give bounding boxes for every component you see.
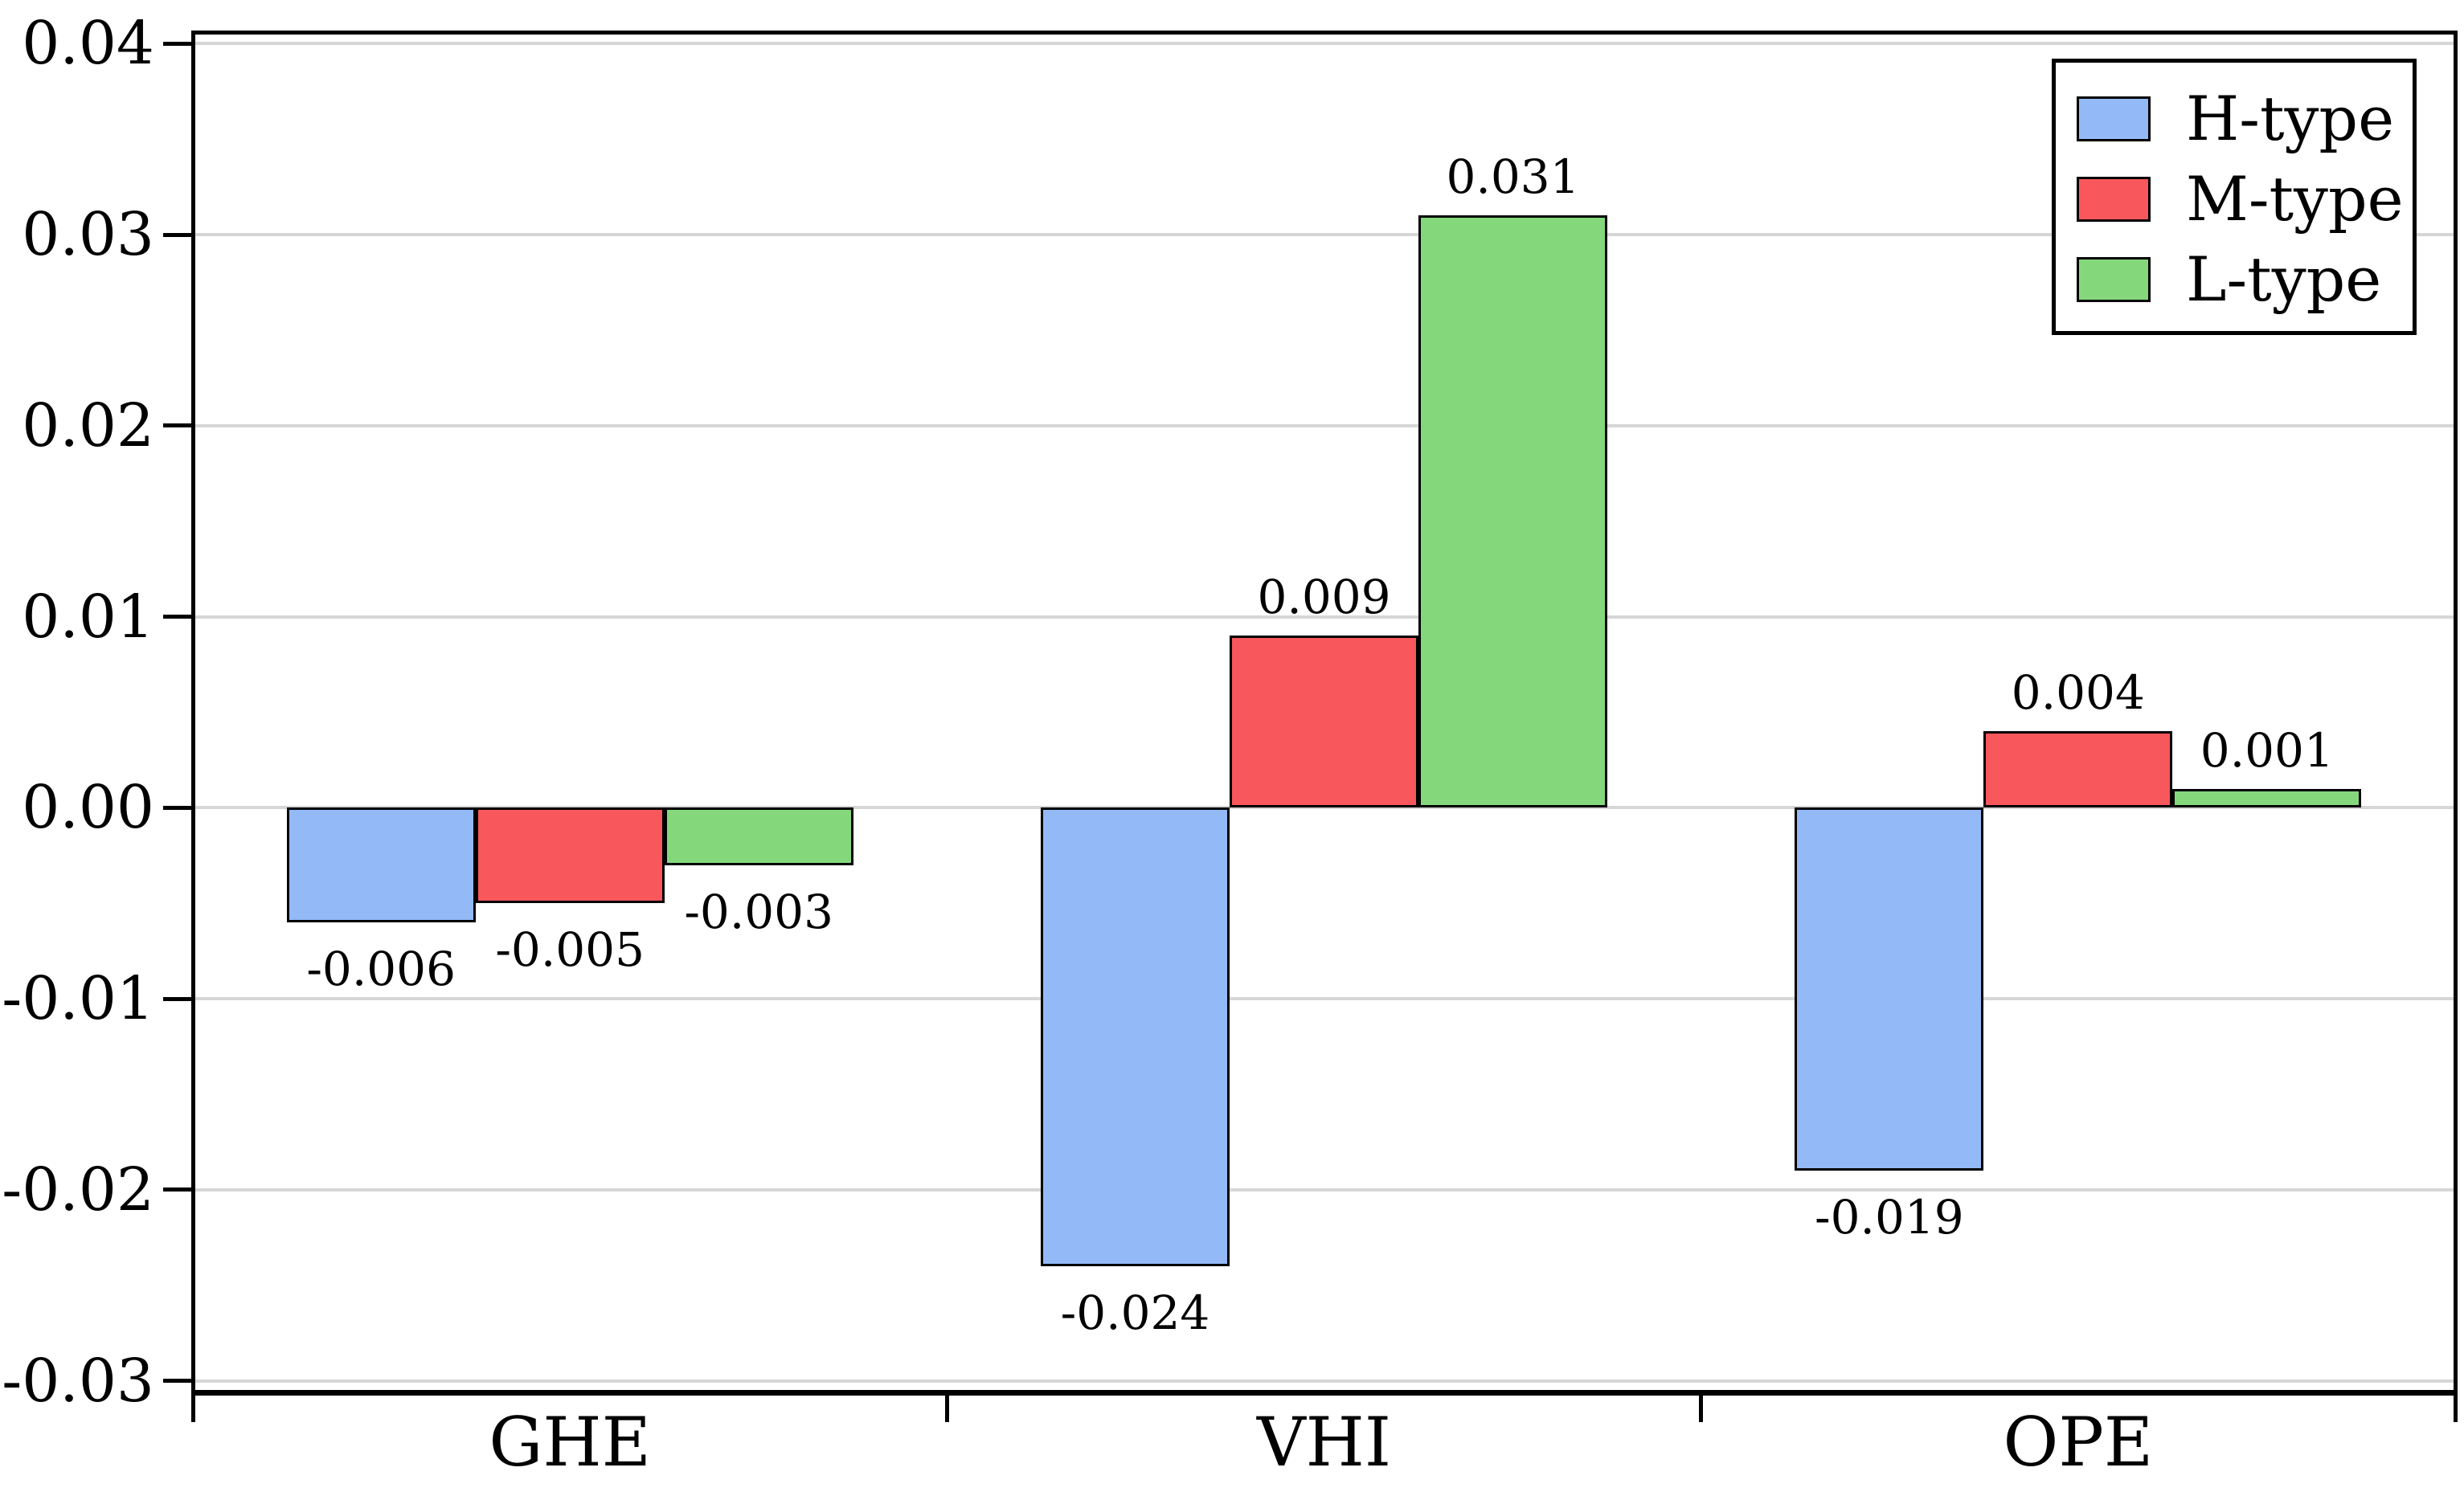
bar <box>1983 731 2173 808</box>
bar <box>1795 807 1984 1171</box>
category-label: VHI <box>1256 1403 1392 1482</box>
x-tick <box>190 1396 195 1422</box>
gridline <box>195 1379 2454 1383</box>
bar <box>286 807 476 923</box>
category-label: OPE <box>2003 1403 2154 1482</box>
x-tick <box>2453 1396 2458 1422</box>
legend-item-h-type: H-type <box>2077 79 2413 159</box>
bar <box>1041 807 1230 1267</box>
legend: H-type M-type L-type <box>2052 59 2417 335</box>
bar <box>664 807 853 865</box>
y-tick <box>163 423 193 428</box>
y-tick-label: 0.00 <box>22 773 154 843</box>
axis-spine-right <box>2454 31 2458 1395</box>
gridline <box>195 423 2454 427</box>
l-type-swatch-icon <box>2077 257 2151 302</box>
bar-value-label: 0.004 <box>2011 665 2145 721</box>
y-tick-label: -0.03 <box>2 1346 154 1416</box>
y-tick <box>163 41 193 46</box>
y-tick <box>163 615 193 619</box>
gridline <box>195 615 2454 619</box>
y-tick-label: 0.01 <box>22 582 154 652</box>
x-tick <box>944 1396 949 1422</box>
legend-item-m-type: M-type <box>2077 159 2413 239</box>
bar-value-label: -0.003 <box>684 884 833 939</box>
y-tick-label: -0.01 <box>2 964 154 1034</box>
h-type-swatch-icon <box>2077 96 2151 141</box>
gridline <box>195 233 2454 237</box>
legend-label-h-type: H-type <box>2186 83 2395 154</box>
bar <box>1230 636 1418 808</box>
y-tick <box>163 232 193 237</box>
bar-value-label: 0.031 <box>1446 149 1580 205</box>
y-tick <box>163 1379 193 1384</box>
bar-value-label: -0.019 <box>1815 1190 1964 1245</box>
category-label: GHE <box>489 1403 651 1482</box>
gridline <box>195 806 2454 810</box>
legend-label-m-type: M-type <box>2186 163 2404 235</box>
bar <box>2172 788 2362 808</box>
y-tick-label: 0.02 <box>22 390 154 460</box>
axis-spine-bottom <box>191 1390 2458 1396</box>
bar-value-label: -0.024 <box>1060 1286 1210 1341</box>
axis-spine-left <box>191 31 195 1395</box>
bar-value-label: -0.005 <box>495 922 645 978</box>
gridline <box>195 42 2454 46</box>
bar-value-label: 0.001 <box>2200 722 2334 778</box>
y-tick <box>163 1187 193 1192</box>
bar <box>1418 215 1607 808</box>
legend-item-l-type: L-type <box>2077 239 2413 320</box>
y-tick <box>163 996 193 1001</box>
y-tick-label: 0.04 <box>22 9 154 79</box>
y-tick-label: -0.02 <box>2 1155 154 1224</box>
gridline <box>195 997 2454 1001</box>
bar-value-label: 0.009 <box>1257 570 1391 625</box>
gridline <box>195 1187 2454 1192</box>
bar <box>475 807 665 904</box>
axis-spine-top <box>191 31 2458 35</box>
m-type-swatch-icon <box>2077 177 2151 222</box>
legend-label-l-type: L-type <box>2186 243 2382 315</box>
bar-value-label: -0.006 <box>306 942 456 997</box>
x-tick <box>1699 1396 1704 1422</box>
y-tick-label: 0.03 <box>22 200 154 270</box>
y-tick <box>163 805 193 810</box>
